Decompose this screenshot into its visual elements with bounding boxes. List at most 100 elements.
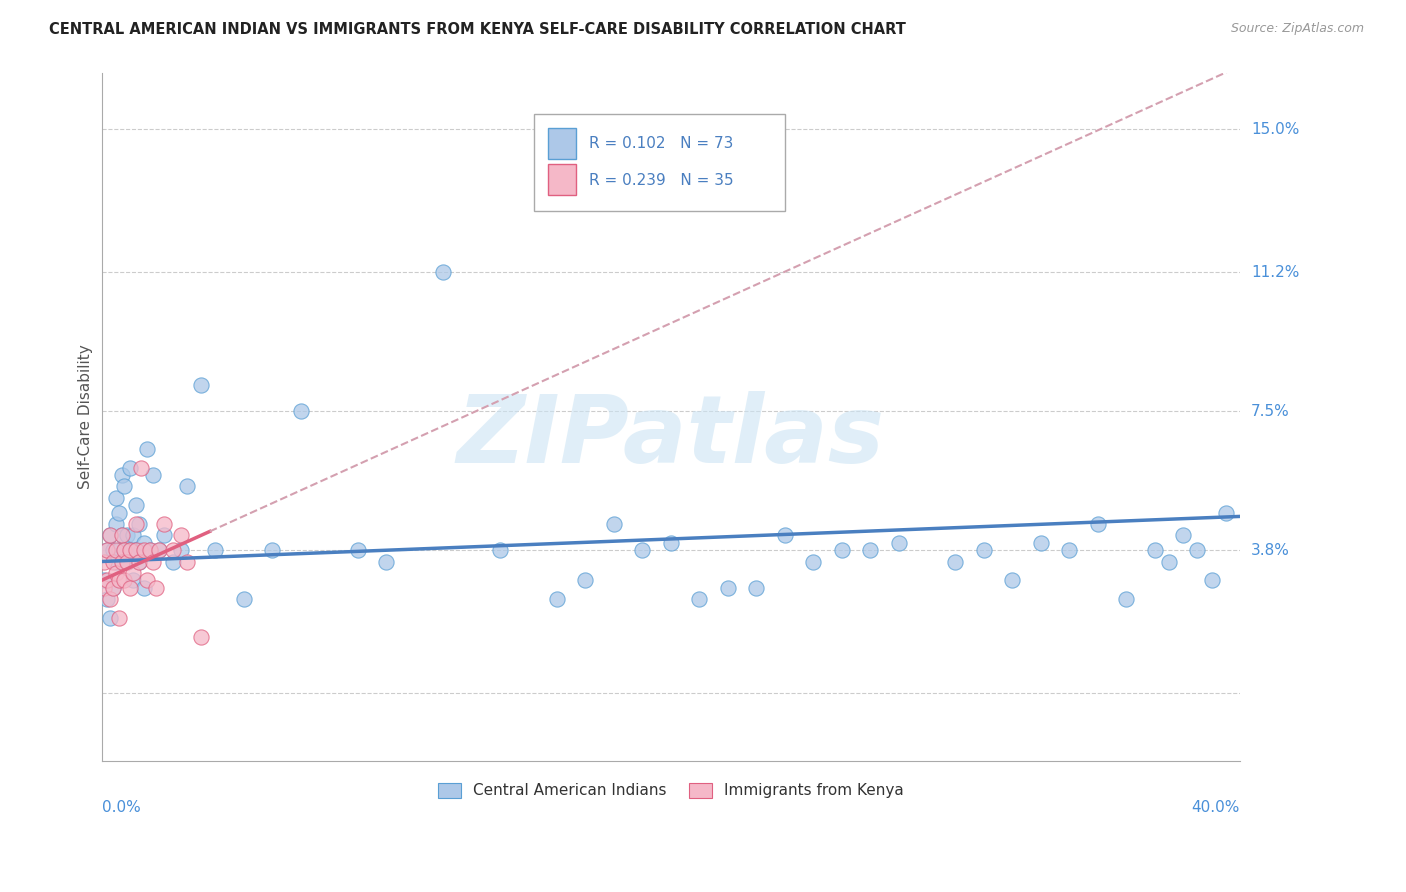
Point	[125, 498, 148, 512]
Point	[104, 566, 127, 580]
Point	[120, 543, 142, 558]
Point	[831, 543, 853, 558]
Point	[120, 460, 142, 475]
Point	[745, 581, 768, 595]
Point	[131, 460, 153, 475]
Point	[98, 528, 121, 542]
Point	[110, 468, 132, 483]
Text: 15.0%: 15.0%	[1251, 122, 1299, 136]
Text: ZIPatlas: ZIPatlas	[457, 392, 884, 483]
Point	[107, 543, 129, 558]
Point	[176, 479, 198, 493]
Point	[136, 574, 159, 588]
Point	[101, 581, 124, 595]
Point	[93, 574, 115, 588]
Point	[131, 543, 153, 558]
Legend: Central American Indians, Immigrants from Kenya: Central American Indians, Immigrants fro…	[432, 776, 910, 805]
Point	[162, 554, 184, 568]
Point	[290, 404, 312, 418]
Point	[101, 554, 124, 568]
Point	[93, 554, 115, 568]
Point	[190, 377, 212, 392]
Point	[125, 516, 148, 531]
Point	[153, 528, 176, 542]
Point	[688, 592, 710, 607]
Point	[546, 592, 568, 607]
Point	[101, 543, 124, 558]
Point	[96, 543, 118, 558]
Point	[128, 554, 150, 568]
Text: 11.2%: 11.2%	[1251, 265, 1299, 280]
Point	[170, 528, 193, 542]
Point	[170, 543, 193, 558]
Point	[1115, 592, 1137, 607]
Point	[115, 554, 138, 568]
FancyBboxPatch shape	[548, 128, 576, 159]
Point	[136, 442, 159, 456]
Point	[603, 516, 626, 531]
Point	[107, 611, 129, 625]
Point	[134, 581, 156, 595]
Point	[717, 581, 740, 595]
Point	[142, 554, 165, 568]
Point	[1201, 574, 1223, 588]
Point	[973, 543, 995, 558]
Point	[1001, 574, 1024, 588]
Text: 0.0%: 0.0%	[101, 799, 141, 814]
Text: R = 0.102   N = 73: R = 0.102 N = 73	[589, 136, 734, 152]
Point	[346, 543, 368, 558]
Point	[773, 528, 796, 542]
Point	[107, 506, 129, 520]
Point	[96, 543, 118, 558]
Point	[887, 535, 910, 549]
Point	[139, 543, 162, 558]
Point	[145, 581, 167, 595]
Point	[98, 592, 121, 607]
Text: Source: ZipAtlas.com: Source: ZipAtlas.com	[1230, 22, 1364, 36]
Point	[1143, 543, 1166, 558]
Point	[122, 566, 145, 580]
Point	[104, 554, 127, 568]
FancyBboxPatch shape	[534, 114, 785, 211]
Point	[801, 554, 824, 568]
Point	[574, 574, 596, 588]
Point	[115, 554, 138, 568]
Point	[93, 581, 115, 595]
Point	[1059, 543, 1081, 558]
Point	[112, 543, 135, 558]
Point	[96, 592, 118, 607]
Point	[153, 516, 176, 531]
Point	[125, 543, 148, 558]
Point	[1187, 543, 1209, 558]
Point	[98, 528, 121, 542]
Point	[120, 581, 142, 595]
Point	[1215, 506, 1237, 520]
Text: CENTRAL AMERICAN INDIAN VS IMMIGRANTS FROM KENYA SELF-CARE DISABILITY CORRELATIO: CENTRAL AMERICAN INDIAN VS IMMIGRANTS FR…	[49, 22, 905, 37]
Point	[375, 554, 398, 568]
Point	[204, 543, 226, 558]
Point	[128, 516, 150, 531]
Point	[110, 528, 132, 542]
Point	[112, 574, 135, 588]
Point	[148, 543, 170, 558]
Point	[859, 543, 882, 558]
Point	[120, 543, 142, 558]
Point	[1157, 554, 1180, 568]
FancyBboxPatch shape	[548, 164, 576, 195]
Point	[232, 592, 254, 607]
Point	[134, 535, 156, 549]
Text: 7.5%: 7.5%	[1251, 404, 1289, 418]
Point	[432, 265, 454, 279]
Point	[110, 528, 132, 542]
Point	[104, 543, 127, 558]
Point	[142, 468, 165, 483]
Point	[489, 543, 512, 558]
Point	[122, 528, 145, 542]
Text: 3.8%: 3.8%	[1251, 542, 1291, 558]
Point	[107, 574, 129, 588]
Point	[104, 516, 127, 531]
Point	[112, 479, 135, 493]
Point	[96, 574, 118, 588]
Point	[115, 528, 138, 542]
Point	[1173, 528, 1195, 542]
